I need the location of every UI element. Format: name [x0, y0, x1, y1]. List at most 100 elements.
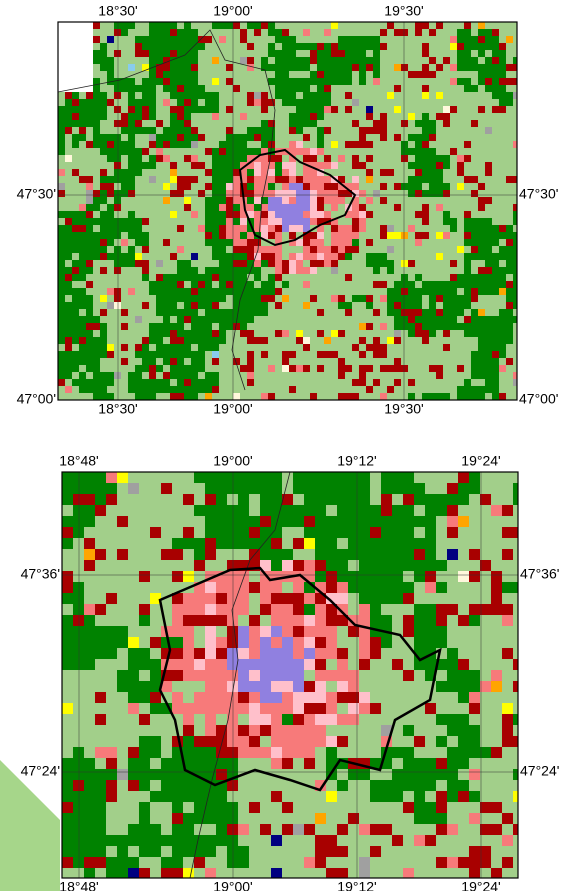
land-cell — [240, 274, 247, 281]
land-cell — [315, 791, 326, 802]
land-cell — [86, 169, 93, 176]
land-cell — [100, 232, 107, 239]
land-cell — [84, 802, 95, 813]
land-cell — [429, 78, 436, 85]
land-cell — [72, 211, 79, 218]
land-cell — [100, 260, 107, 267]
land-cell — [499, 295, 506, 302]
land-cell — [381, 549, 392, 560]
land-cell — [359, 714, 370, 725]
land-cell — [194, 659, 205, 670]
land-cell — [271, 604, 282, 615]
land-cell — [401, 344, 408, 351]
land-cell — [194, 527, 205, 538]
land-cell — [499, 71, 506, 78]
land-cell — [359, 309, 366, 316]
land-cell — [499, 239, 506, 246]
land-cell — [415, 183, 422, 190]
land-cell — [227, 582, 238, 593]
land-cell — [492, 71, 499, 78]
land-cell — [282, 309, 289, 316]
land-cell — [114, 43, 121, 50]
land-cell — [457, 260, 464, 267]
land-cell — [338, 393, 345, 400]
land-cell — [317, 29, 324, 36]
land-cell — [86, 365, 93, 372]
land-cell — [238, 670, 249, 681]
land-cell — [392, 483, 403, 494]
land-cell — [95, 582, 106, 593]
land-cell — [95, 725, 106, 736]
land-cell — [380, 218, 387, 225]
land-cell — [149, 29, 156, 36]
land-cell — [142, 169, 149, 176]
land-cell — [359, 211, 366, 218]
land-cell — [93, 365, 100, 372]
land-cell — [464, 85, 471, 92]
land-cell — [317, 281, 324, 288]
land-cell — [471, 162, 478, 169]
land-cell — [492, 204, 499, 211]
land-cell — [260, 670, 271, 681]
land-cell — [227, 593, 238, 604]
land-cell — [370, 824, 381, 835]
land-cell — [170, 162, 177, 169]
land-cell — [485, 120, 492, 127]
land-cell — [72, 176, 79, 183]
land-cell — [226, 64, 233, 71]
land-cell — [205, 659, 216, 670]
land-cell — [331, 85, 338, 92]
land-cell — [226, 183, 233, 190]
land-cell — [491, 714, 502, 725]
land-cell — [247, 36, 254, 43]
land-cell — [310, 71, 317, 78]
land-cell — [414, 725, 425, 736]
land-cell — [457, 281, 464, 288]
land-cell — [163, 393, 170, 400]
land-cell — [471, 344, 478, 351]
land-cell — [352, 288, 359, 295]
land-cell — [191, 162, 198, 169]
land-cell — [219, 351, 226, 358]
land-cell — [121, 274, 128, 281]
land-cell — [415, 78, 422, 85]
land-cell — [72, 141, 79, 148]
land-cell — [317, 106, 324, 113]
land-cell — [212, 197, 219, 204]
land-cell — [469, 824, 480, 835]
land-cell — [443, 92, 450, 99]
land-cell — [457, 253, 464, 260]
land-cell — [352, 372, 359, 379]
land-cell — [163, 232, 170, 239]
land-cell — [331, 92, 338, 99]
land-cell — [183, 527, 194, 538]
land-cell — [492, 141, 499, 148]
land-cell — [172, 692, 183, 703]
land-cell — [429, 64, 436, 71]
land-cell — [95, 593, 106, 604]
land-cell — [324, 204, 331, 211]
land-cell — [345, 281, 352, 288]
land-cell — [254, 127, 261, 134]
land-cell — [170, 78, 177, 85]
land-cell — [310, 372, 317, 379]
land-cell — [100, 337, 107, 344]
land-cell — [135, 246, 142, 253]
land-cell — [100, 92, 107, 99]
land-cell — [387, 176, 394, 183]
land-cell — [65, 330, 72, 337]
land-cell — [429, 162, 436, 169]
land-cell — [425, 780, 436, 791]
land-cell — [58, 239, 65, 246]
land-cell — [275, 218, 282, 225]
land-cell — [310, 274, 317, 281]
land-cell — [205, 288, 212, 295]
land-cell — [415, 120, 422, 127]
land-cell — [86, 190, 93, 197]
land-cell — [469, 560, 480, 571]
land-cell — [275, 204, 282, 211]
land-cell — [499, 78, 506, 85]
land-cell — [212, 176, 219, 183]
land-cell — [128, 626, 139, 637]
land-cell — [62, 516, 73, 527]
